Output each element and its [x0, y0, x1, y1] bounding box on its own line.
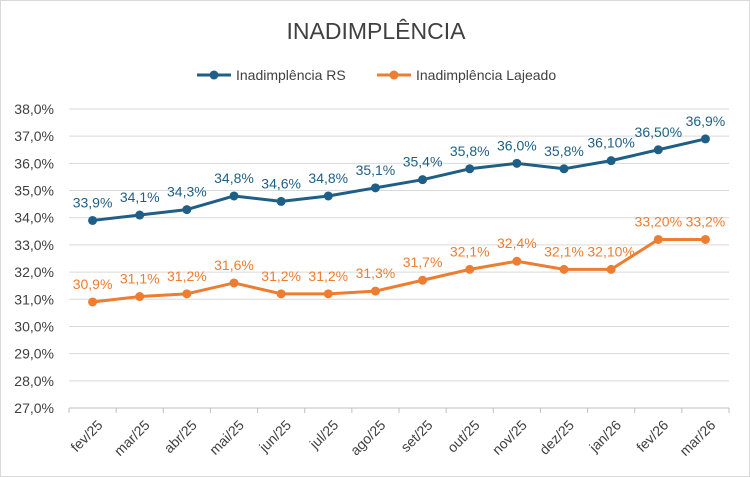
data-point-rs[interactable]	[182, 205, 192, 215]
data-label-lajeado: 33,20%	[635, 213, 682, 229]
data-label-rs: 35,8%	[544, 143, 584, 159]
series-line-lajeado	[92, 237, 706, 304]
data-label-rs: 33,9%	[73, 194, 113, 210]
data-label-rs: 36,0%	[497, 137, 537, 153]
data-label-rs: 35,1%	[356, 162, 396, 178]
x-tick-label: jul/25	[306, 417, 342, 453]
y-tick-label: 35,0%	[14, 183, 54, 199]
x-tick-label: mar/25	[111, 417, 153, 459]
data-label-lajeado: 31,2%	[261, 268, 301, 284]
data-label-rs: 35,4%	[403, 154, 443, 170]
series-line-rs	[92, 137, 706, 222]
data-point-lajeado[interactable]	[700, 234, 710, 244]
data-label-rs: 35,8%	[450, 143, 490, 159]
data-label-rs: 34,1%	[120, 189, 160, 205]
data-point-lajeado[interactable]	[559, 264, 569, 274]
y-tick-label: 36,0%	[14, 155, 54, 171]
data-label-lajeado: 32,4%	[497, 235, 537, 251]
x-tick-label: dez/25	[536, 417, 577, 458]
data-label-lajeado: 32,1%	[450, 243, 490, 259]
data-label-lajeado: 31,2%	[308, 268, 348, 284]
data-point-rs[interactable]	[606, 156, 616, 166]
data-point-rs[interactable]	[370, 183, 380, 193]
y-tick-label: 27,0%	[14, 400, 54, 416]
gridlines	[69, 108, 729, 382]
y-tick-label: 31,0%	[14, 291, 54, 307]
data-point-lajeado[interactable]	[182, 289, 192, 299]
data-label-lajeado: 31,1%	[120, 271, 160, 287]
data-label-lajeado: 32,1%	[544, 243, 584, 259]
data-label-rs: 36,9%	[686, 113, 726, 129]
x-tick-label: mai/25	[206, 417, 247, 458]
y-tick-label: 28,0%	[14, 373, 54, 389]
data-label-lajeado: 31,7%	[403, 254, 443, 270]
data-label-rs: 34,6%	[261, 175, 301, 191]
data-point-lajeado[interactable]	[88, 297, 98, 307]
y-tick-label: 32,0%	[14, 264, 54, 280]
data-point-rs[interactable]	[229, 191, 239, 201]
x-tick-label: fev/25	[67, 417, 105, 455]
legend-marker-rs	[209, 70, 219, 80]
y-tick-label: 30,0%	[14, 318, 54, 334]
data-label-lajeado: 30,9%	[73, 276, 113, 292]
data-point-lajeado[interactable]	[418, 275, 428, 285]
data-point-rs[interactable]	[700, 134, 710, 144]
data-point-lajeado[interactable]	[135, 292, 145, 302]
data-label-lajeado: 32,10%	[587, 243, 634, 259]
legend-item-lajeado[interactable]: Inadimplência Lajeado	[377, 67, 556, 83]
data-point-lajeado[interactable]	[653, 234, 663, 244]
data-point-lajeado[interactable]	[606, 264, 616, 274]
data-label-rs: 34,8%	[308, 170, 348, 186]
data-labels-layer: 33,9% 34,1% 34,3% 34,8% 34,6% 34,8% 35,1% 35,4%…	[73, 113, 726, 292]
x-tick-label: abr/25	[161, 417, 201, 457]
data-point-lajeado[interactable]	[229, 278, 239, 288]
legend-label-rs: Inadimplência RS	[236, 67, 346, 83]
x-tick-label: jun/25	[255, 417, 294, 456]
data-point-lajeado[interactable]	[276, 289, 286, 299]
legend-label-lajeado: Inadimplência Lajeado	[416, 67, 556, 83]
data-label-rs: 34,3%	[167, 184, 207, 200]
y-tick-label: 33,0%	[14, 237, 54, 253]
legend-marker-lajeado	[389, 70, 399, 80]
data-point-rs[interactable]	[512, 158, 522, 168]
data-label-lajeado: 31,3%	[356, 265, 396, 281]
data-point-lajeado[interactable]	[370, 286, 380, 296]
series-layer	[88, 134, 710, 307]
data-point-rs[interactable]	[88, 215, 98, 225]
legend: Inadimplência RS Inadimplência Lajeado	[197, 67, 556, 83]
y-axis: 27,0% 28,0% 29,0% 30,0% 31,0% 32,0% 33,0% 34,0%…	[14, 101, 54, 416]
x-axis: fev/25 mar/25 abr/25 mai/25 jun/25 jul/25 ago/…	[67, 407, 730, 459]
data-label-rs: 34,8%	[214, 170, 254, 186]
chart-title: INADIMPLÊNCIA	[287, 18, 467, 44]
data-point-rs[interactable]	[418, 175, 428, 185]
y-tick-label: 34,0%	[14, 210, 54, 226]
y-tick-label: 37,0%	[14, 128, 54, 144]
data-point-lajeado[interactable]	[512, 256, 522, 266]
x-tick-label: mar/26	[676, 417, 718, 459]
data-point-rs[interactable]	[653, 145, 663, 155]
x-tick-label: fev/26	[633, 417, 671, 455]
x-tick-label: set/25	[397, 417, 435, 455]
data-label-rs: 36,10%	[587, 135, 634, 151]
data-point-rs[interactable]	[465, 164, 475, 174]
data-label-lajeado: 31,6%	[214, 257, 254, 273]
legend-item-rs[interactable]: Inadimplência RS	[197, 67, 346, 83]
x-tick-label: jan/26	[585, 417, 624, 456]
x-tick-label: nov/25	[489, 417, 530, 458]
y-tick-label: 29,0%	[14, 346, 54, 362]
data-point-rs[interactable]	[559, 164, 569, 174]
data-label-lajeado: 31,2%	[167, 268, 207, 284]
x-tick-label: ago/25	[347, 417, 389, 459]
y-tick-label: 38,0%	[14, 101, 54, 117]
data-point-lajeado[interactable]	[465, 264, 475, 274]
data-point-lajeado[interactable]	[323, 289, 333, 299]
data-label-rs: 36,50%	[635, 124, 682, 140]
data-point-rs[interactable]	[135, 210, 145, 220]
x-tick-label: out/25	[444, 417, 483, 456]
data-point-rs[interactable]	[323, 191, 333, 201]
data-label-lajeado: 33,2%	[686, 213, 726, 229]
data-point-rs[interactable]	[276, 196, 286, 206]
